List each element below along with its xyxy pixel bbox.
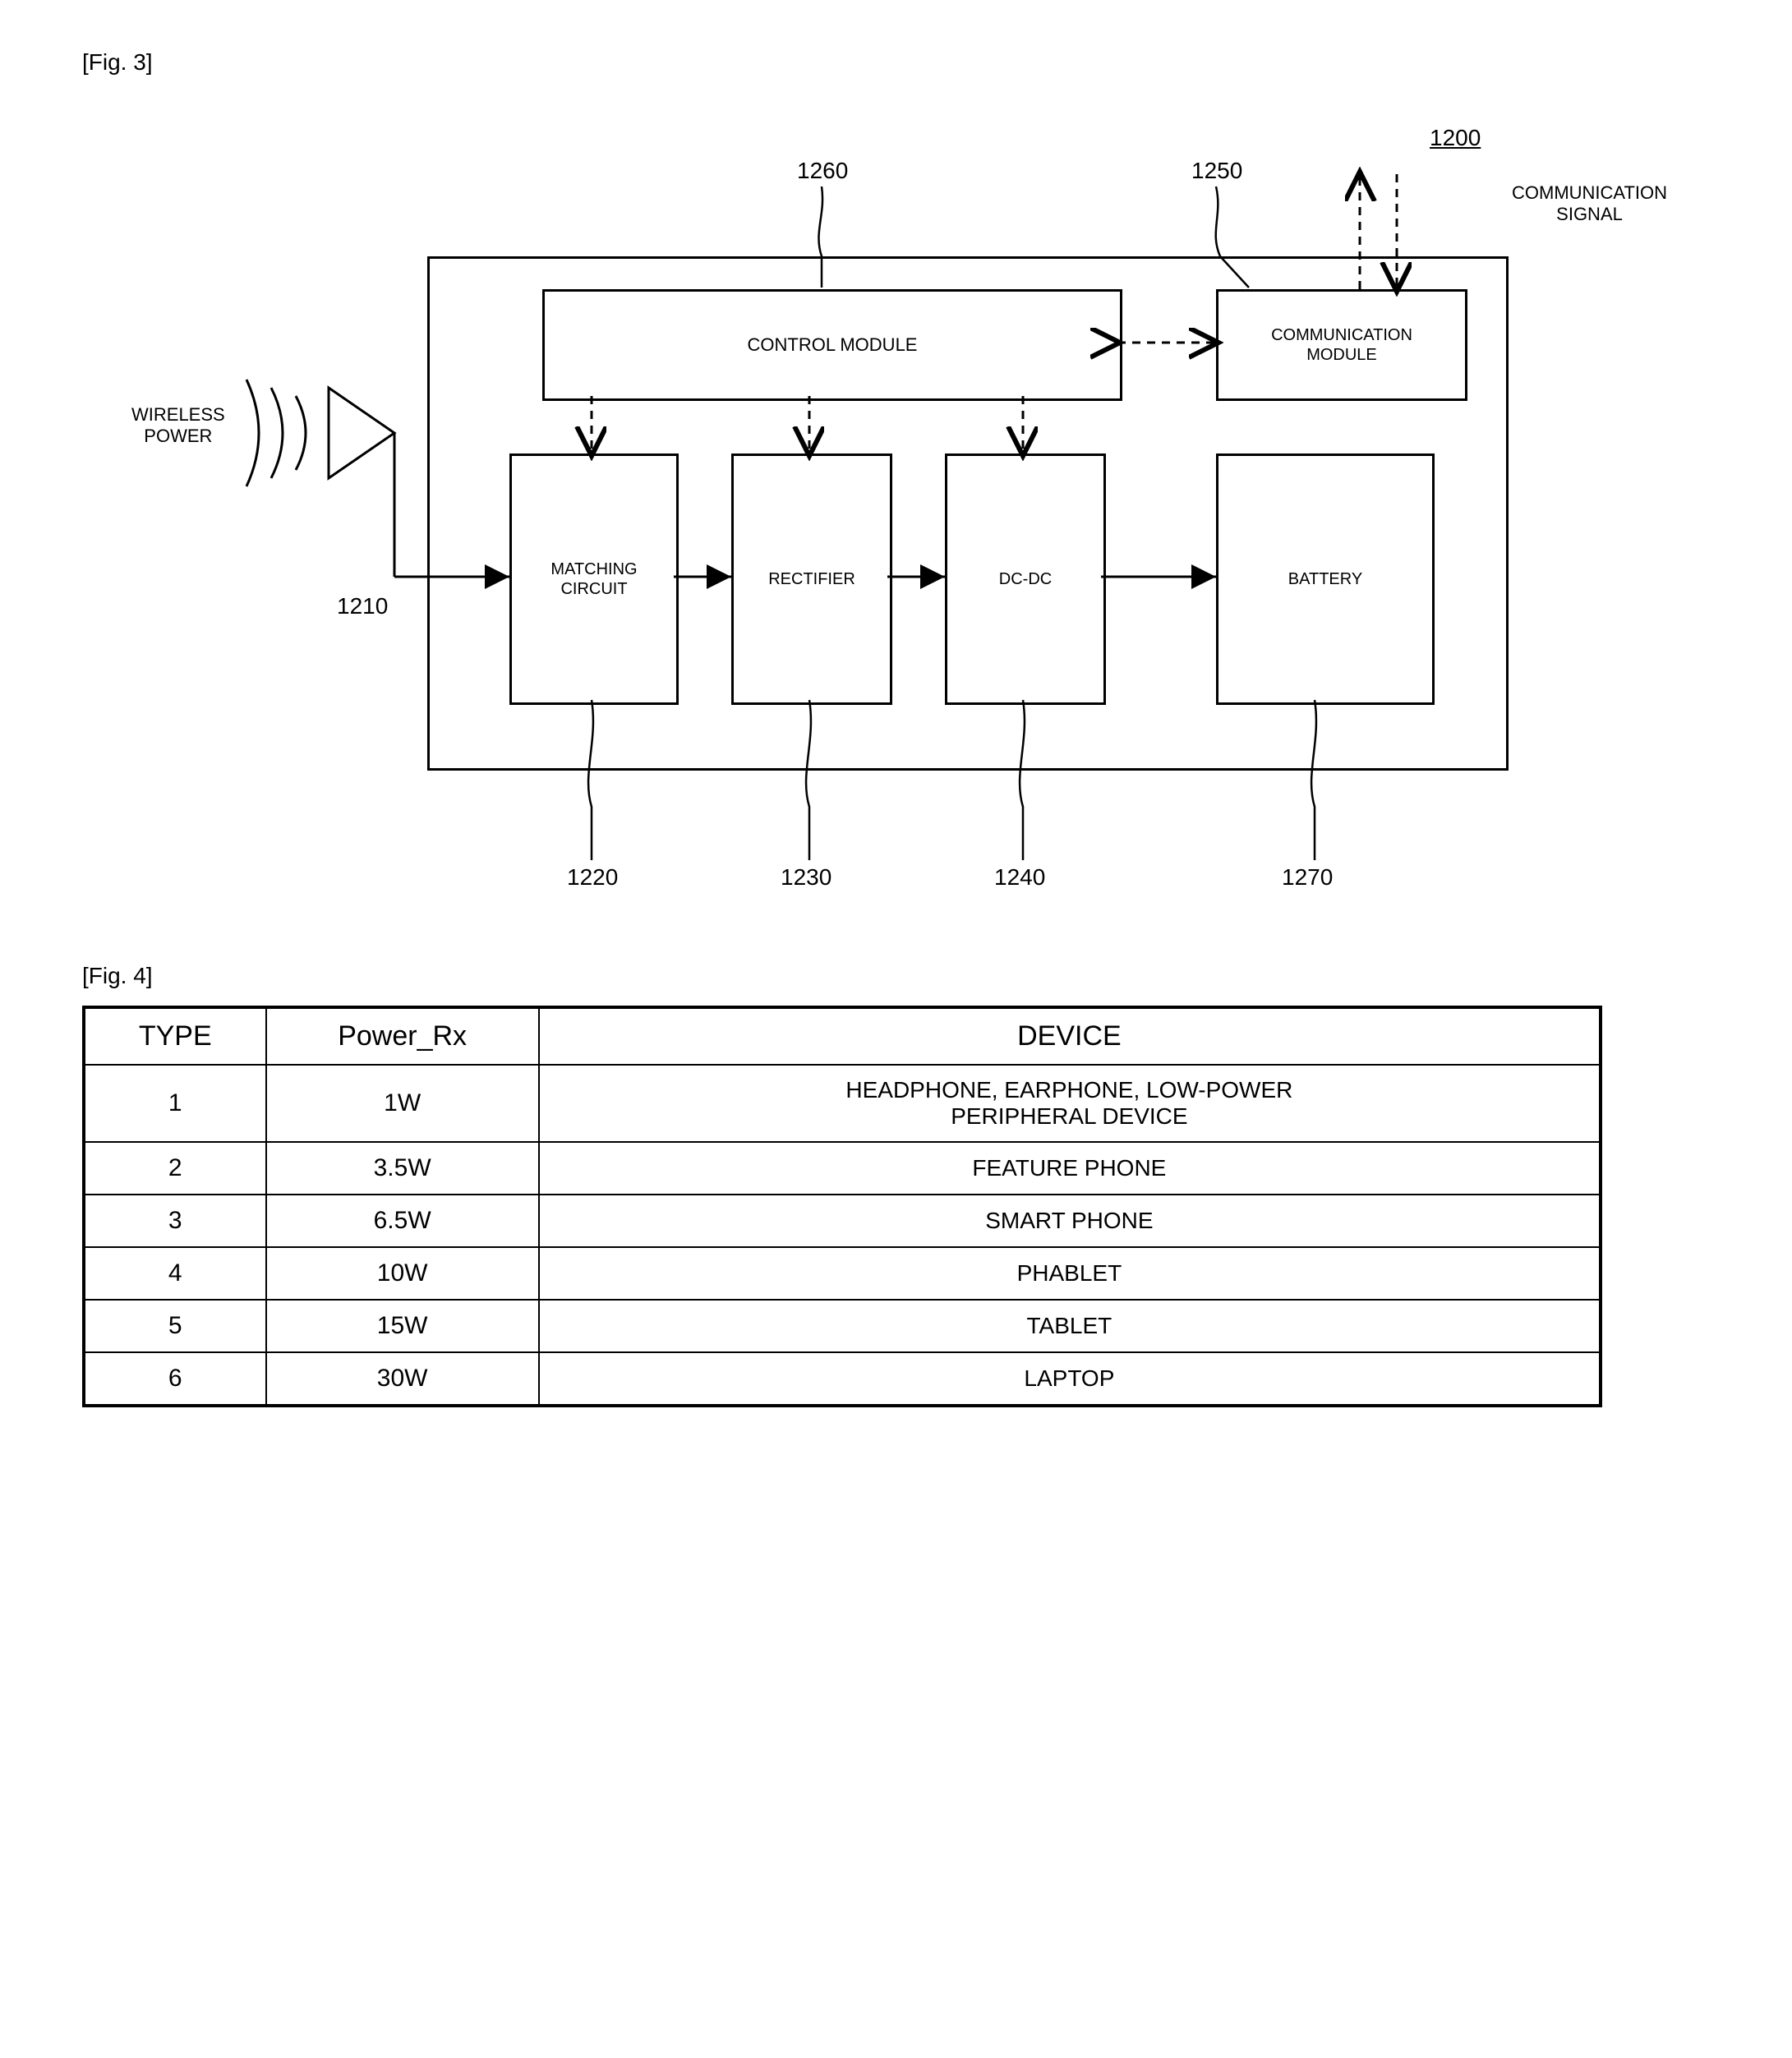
cell-type: 1: [84, 1065, 266, 1142]
control-module-label: CONTROL MODULE: [748, 334, 918, 356]
rectifier-box: RECTIFIER: [731, 453, 892, 705]
table-row: 36.5WSMART PHONE: [84, 1195, 1601, 1247]
comm-signal-label: COMMUNICATION SIGNAL: [1512, 182, 1667, 226]
battery-box: BATTERY: [1216, 453, 1435, 705]
wireless-arcs-icon: [246, 380, 306, 486]
antenna-icon: [329, 388, 394, 577]
fig4-col-device: DEVICE: [539, 1007, 1601, 1065]
ref-matching: 1220: [567, 864, 618, 891]
cell-power: 30W: [266, 1352, 539, 1406]
matching-label: MATCHING CIRCUIT: [550, 559, 637, 599]
ref-battery: 1270: [1282, 864, 1333, 891]
cell-type: 5: [84, 1300, 266, 1352]
cell-power: 15W: [266, 1300, 539, 1352]
cell-device: HEADPHONE, EARPHONE, LOW-POWER PERIPHERA…: [539, 1065, 1601, 1142]
rectifier-label: RECTIFIER: [768, 569, 855, 589]
table-row: 410WPHABLET: [84, 1247, 1601, 1300]
cell-device: SMART PHONE: [539, 1195, 1601, 1247]
cell-power: 6.5W: [266, 1195, 539, 1247]
fig3-diagram: 1200 WIRELESS POWER COMMUNICATION SIGNAL…: [82, 92, 1643, 914]
fig3-label: [Fig. 3]: [82, 49, 1710, 76]
fig4-col-type: TYPE: [84, 1007, 266, 1065]
fig4-label: [Fig. 4]: [82, 963, 1710, 989]
comm-module-box: COMMUNICATION MODULE: [1216, 289, 1467, 401]
cell-device: LAPTOP: [539, 1352, 1601, 1406]
ref-antenna: 1210: [337, 593, 388, 619]
comm-module-label: COMMUNICATION MODULE: [1271, 325, 1412, 365]
table-row: 515WTABLET: [84, 1300, 1601, 1352]
table-row: 23.5WFEATURE PHONE: [84, 1142, 1601, 1195]
fig4-header-row: TYPE Power_Rx DEVICE: [84, 1007, 1601, 1065]
cell-type: 4: [84, 1247, 266, 1300]
cell-device: FEATURE PHONE: [539, 1142, 1601, 1195]
cell-type: 2: [84, 1142, 266, 1195]
ref-comm: 1250: [1191, 158, 1242, 184]
control-module-box: CONTROL MODULE: [542, 289, 1122, 401]
wireless-power-label: WIRELESS POWER: [131, 404, 225, 448]
cell-power: 1W: [266, 1065, 539, 1142]
fig4-col-power: Power_Rx: [266, 1007, 539, 1065]
table-row: 630WLAPTOP: [84, 1352, 1601, 1406]
cell-device: TABLET: [539, 1300, 1601, 1352]
table-row: 11WHEADPHONE, EARPHONE, LOW-POWER PERIPH…: [84, 1065, 1601, 1142]
cell-type: 6: [84, 1352, 266, 1406]
matching-box: MATCHING CIRCUIT: [509, 453, 679, 705]
ref-rectifier: 1230: [781, 864, 832, 891]
cell-type: 3: [84, 1195, 266, 1247]
ref-main: 1200: [1430, 125, 1481, 151]
cell-power: 3.5W: [266, 1142, 539, 1195]
cell-device: PHABLET: [539, 1247, 1601, 1300]
battery-label: BATTERY: [1288, 569, 1362, 589]
ref-dcdc: 1240: [994, 864, 1045, 891]
fig4-table: TYPE Power_Rx DEVICE 11WHEADPHONE, EARPH…: [82, 1006, 1602, 1407]
dcdc-label: DC-DC: [999, 569, 1052, 589]
dcdc-box: DC-DC: [945, 453, 1106, 705]
cell-power: 10W: [266, 1247, 539, 1300]
ref-control: 1260: [797, 158, 848, 184]
